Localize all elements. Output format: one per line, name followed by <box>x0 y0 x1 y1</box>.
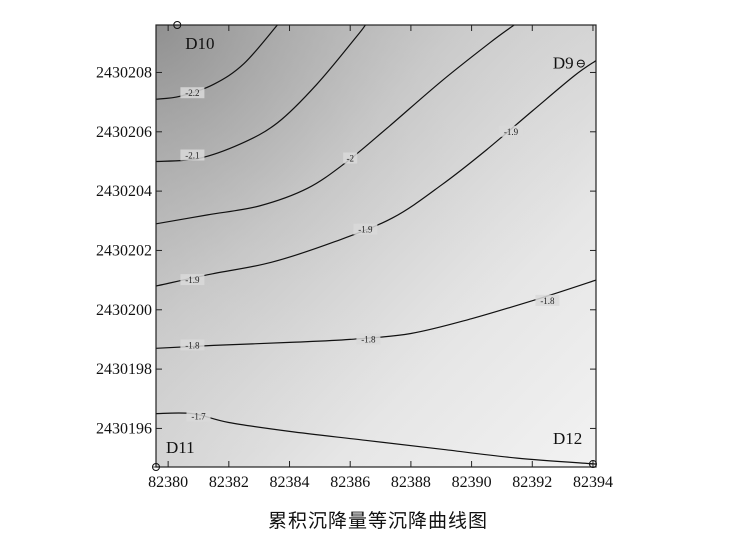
contour-line <box>156 25 278 100</box>
x-tick-label: 82384 <box>270 474 310 491</box>
station-label: D9 <box>553 54 574 73</box>
plot-frame <box>155 24 597 468</box>
contour-label-bg <box>180 339 205 351</box>
x-tick-label: 82388 <box>391 474 431 491</box>
contour-label-bg <box>499 125 524 137</box>
y-tick-label: 2430202 <box>96 242 152 259</box>
contour-label: -1.7 <box>191 412 206 422</box>
contour-label: -1.9 <box>185 275 200 285</box>
contour-label: -2.2 <box>185 88 199 98</box>
figure-caption: 累积沉降量等沉降曲线图 <box>267 510 488 532</box>
y-tick-label: 2430204 <box>96 183 152 200</box>
contour-label-bg <box>356 333 381 345</box>
contour-label-bg <box>180 149 205 161</box>
x-tick-label: 82386 <box>330 474 370 491</box>
contour-label-bg <box>186 410 211 422</box>
y-tick-label: 2430200 <box>96 302 152 319</box>
x-tick-label: 82392 <box>512 474 552 491</box>
contour-label-bg <box>180 87 205 99</box>
x-axis: 82380 82382 82384 82386 82388 82390 82392 82394 <box>148 25 613 491</box>
stations: D10 D9 D11 D12 <box>152 21 597 471</box>
station-label: D11 <box>166 438 195 457</box>
contour-label: -1.8 <box>361 334 376 344</box>
x-tick-label: 82394 <box>573 474 613 491</box>
contour-label: -1.8 <box>185 340 200 350</box>
y-tick-label: 2430208 <box>96 64 152 81</box>
plot-shading-overlay <box>156 25 596 467</box>
contour-label-bg <box>343 152 358 164</box>
contour-label: -1.8 <box>540 296 555 306</box>
station-label: D12 <box>553 429 582 448</box>
contour-labels: -2.2 -2.1 -2 -1.9 -1.9 -1.9 -1.8 -1.8 -1.8 -1.7 <box>180 87 560 422</box>
station-label: D10 <box>185 34 214 53</box>
plot-area: -2.2 -2.1 -2 -1.9 -1.9 -1.9 -1.8 -1.8 -1.8 -1.7 <box>155 24 597 468</box>
x-tick-label: 82380 <box>148 474 188 491</box>
y-tick-label: 2430198 <box>96 361 152 378</box>
x-tick-label: 82382 <box>209 474 249 491</box>
contour-label-bg <box>353 223 378 235</box>
x-tick-label: 82390 <box>452 474 492 491</box>
contour-label: -1.9 <box>358 225 373 235</box>
y-tick-label: 2430206 <box>96 124 152 141</box>
contour-line <box>156 279 596 349</box>
contour-label-bg <box>180 274 205 286</box>
contour-label: -2 <box>346 153 354 163</box>
contour-line <box>156 60 596 287</box>
contour-label: -1.9 <box>504 127 519 137</box>
contour-label: -2.1 <box>185 151 199 161</box>
y-tick-label: 2430196 <box>96 420 152 437</box>
contour-label-bg <box>535 294 560 306</box>
y-axis: 2430196 2430198 2430200 2430202 2430204 24302… <box>96 64 596 437</box>
